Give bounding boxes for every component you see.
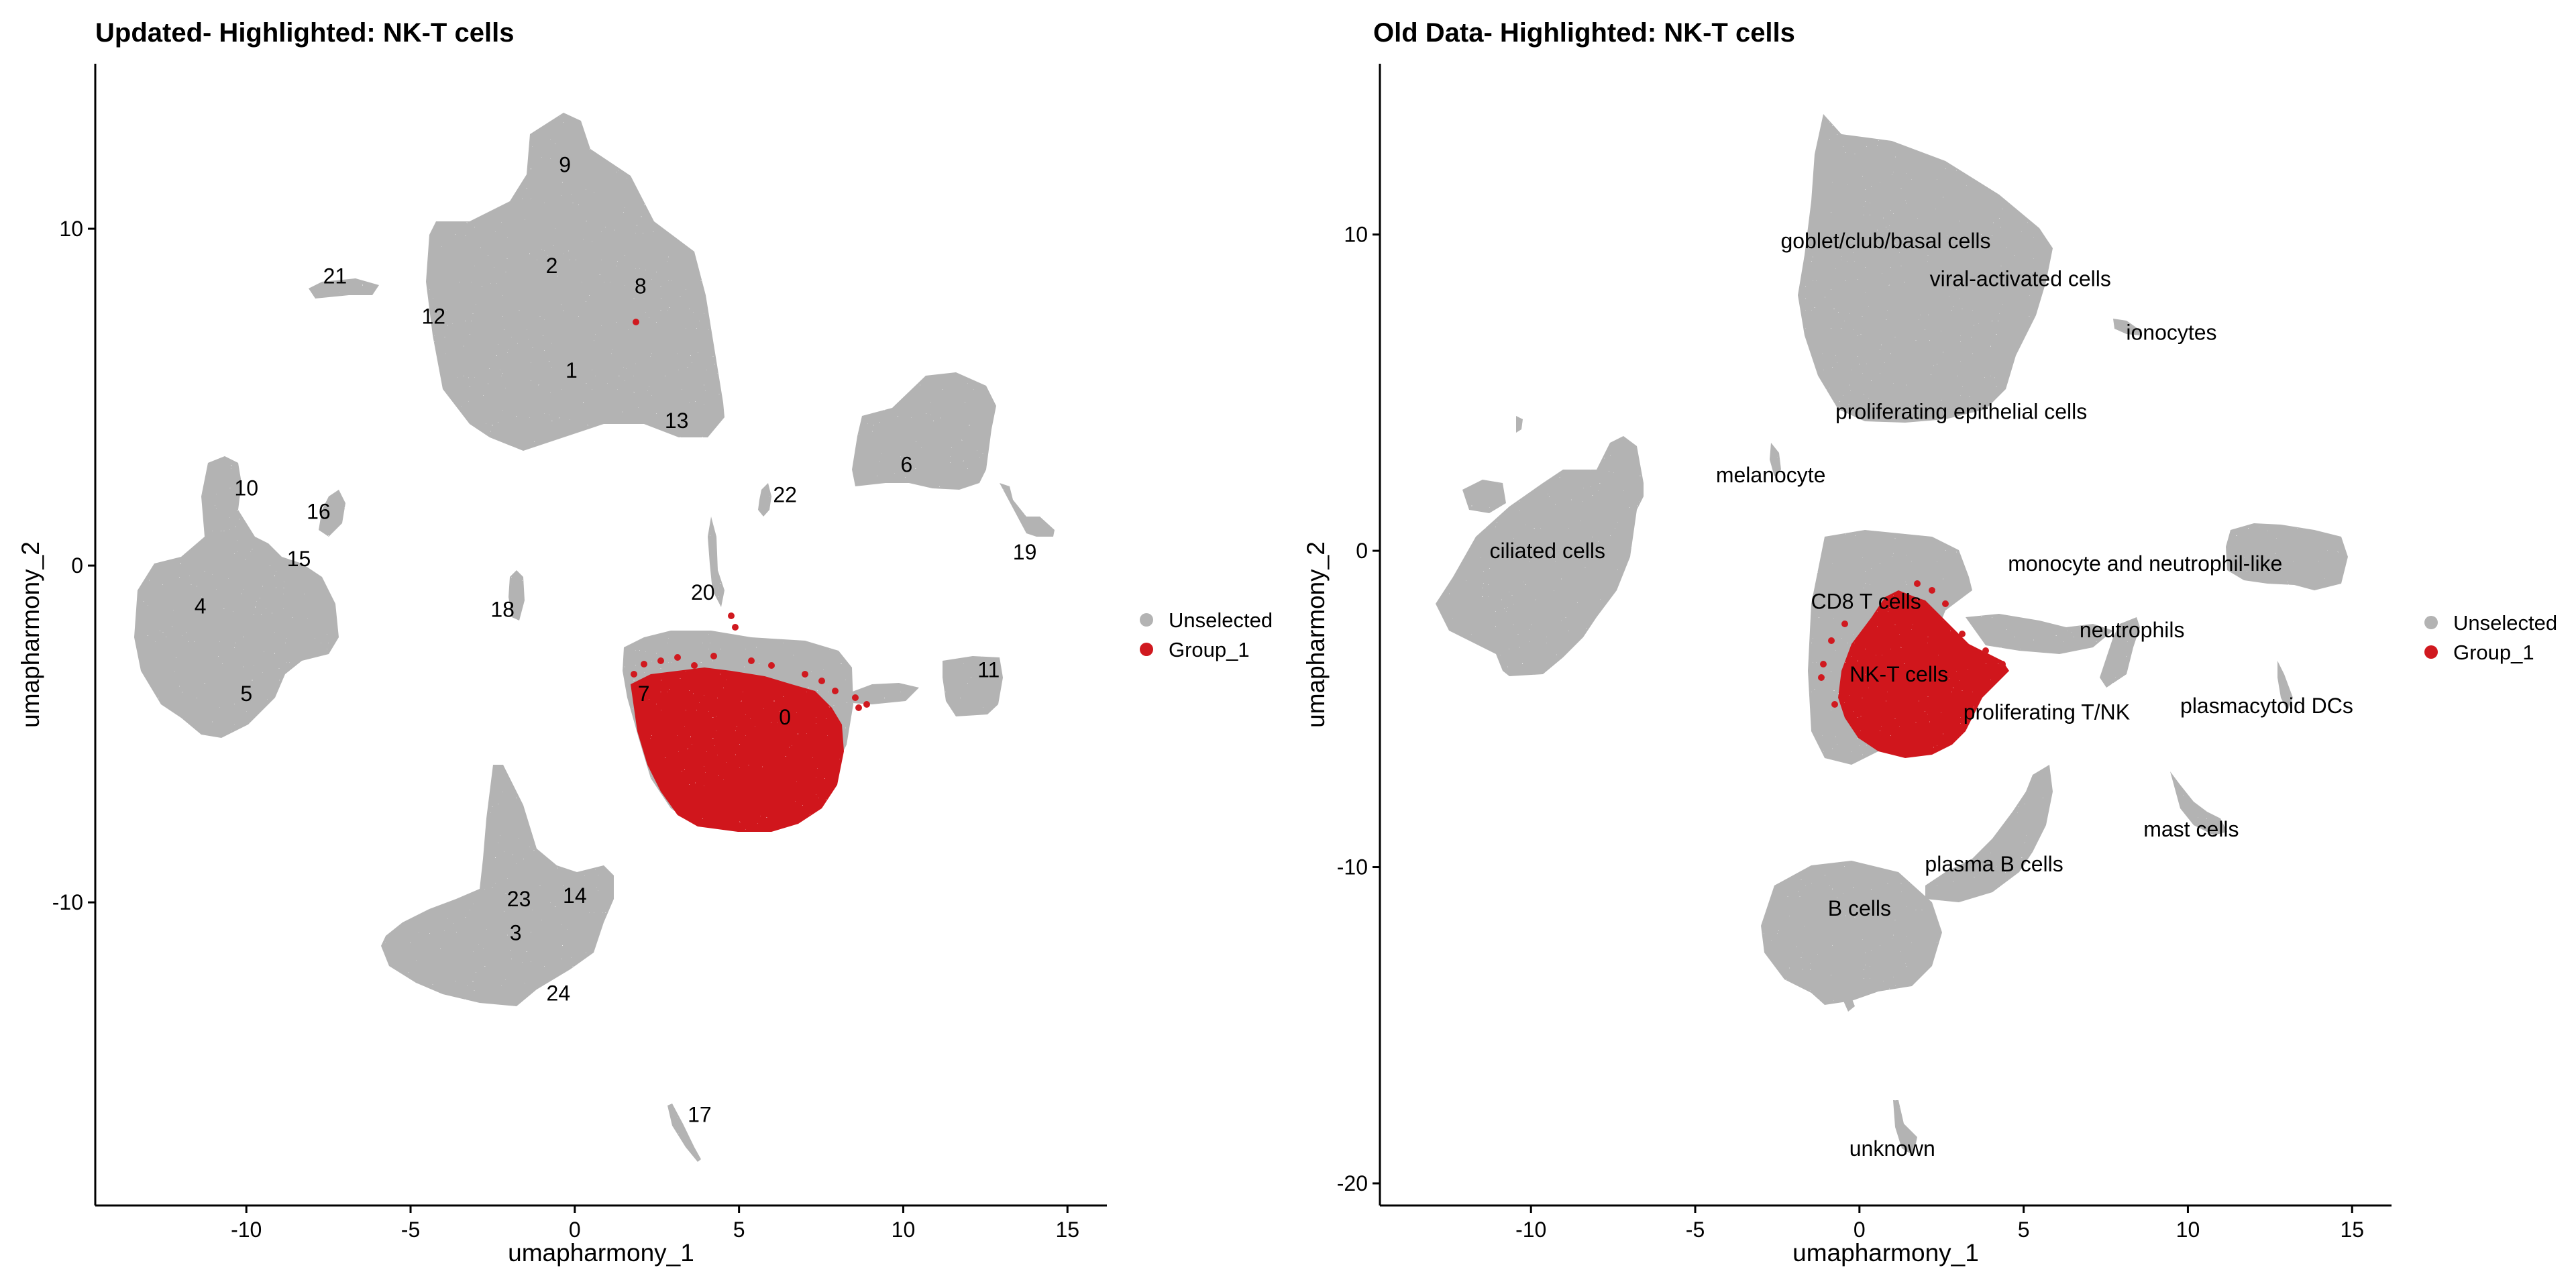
- cluster-label: 6: [900, 452, 912, 476]
- y-axis-ticks: -20 -10 0 10: [1337, 223, 1380, 1195]
- axis-lines: [1379, 64, 2392, 1207]
- cluster-label: 23: [507, 887, 531, 911]
- cluster-label: 16: [307, 500, 331, 524]
- y-tick-label: -10: [52, 890, 83, 914]
- cluster-label: 13: [665, 409, 689, 433]
- cluster-label: 20: [691, 580, 715, 604]
- cluster-label: 9: [559, 153, 571, 177]
- plot-title: Old Data- Highlighted: NK-T cells: [1373, 18, 1795, 48]
- y-tick-label: -20: [1337, 1171, 1368, 1195]
- x-tick-label: -5: [401, 1218, 420, 1242]
- legend: Unselected Group_1: [1140, 608, 1273, 661]
- cluster-label: 19: [1013, 540, 1037, 564]
- cluster-label: CD8 T cells: [1811, 589, 1921, 613]
- y-axis-label: umapharmony_2: [17, 541, 44, 728]
- cluster-label: 11: [977, 658, 1000, 682]
- cluster-label: 21: [323, 264, 347, 288]
- legend: Unselected Group_1: [2424, 611, 2557, 664]
- cluster-label: 7: [638, 682, 650, 706]
- cell-cloud-unselected: [134, 113, 1055, 1162]
- legend-swatch-group1: [2424, 645, 2438, 659]
- cluster-label: 4: [195, 594, 207, 618]
- legend-item-group1: Group_1: [1140, 638, 1250, 661]
- x-tick-label: 15: [1055, 1218, 1079, 1242]
- cluster-label: monocyte and neutrophil-like: [2008, 551, 2282, 576]
- cluster-label: mast cells: [2143, 817, 2239, 841]
- legend-item-group1: Group_1: [2424, 641, 2534, 664]
- cluster-label: 8: [635, 274, 647, 298]
- panel-updated: Updated- Highlighted: NK-T cells: [17, 18, 1273, 1267]
- x-axis-label: umapharmony_1: [1792, 1239, 1979, 1267]
- cluster-label: 0: [779, 705, 791, 729]
- panel-old-data: Old Data- Highlighted: NK-T cells: [1302, 18, 2557, 1267]
- cluster-label: 1: [566, 358, 578, 382]
- legend-item-unselected: Unselected: [2424, 611, 2557, 635]
- x-axis-label: umapharmony_1: [508, 1239, 694, 1267]
- x-tick-label: 10: [2176, 1218, 2200, 1242]
- cluster-label: 2: [546, 254, 558, 278]
- legend-swatch-group1: [1140, 643, 1153, 656]
- cluster-label: 3: [510, 920, 522, 945]
- y-tick-label: 10: [1344, 223, 1368, 247]
- x-axis-ticks: -10 -5 0 5 10 15: [1515, 1205, 2364, 1242]
- axis-lines: [94, 64, 1107, 1207]
- x-tick-label: -10: [1515, 1218, 1546, 1242]
- group1-outlier-dots: [1818, 580, 2006, 708]
- y-tick-label: 0: [71, 553, 83, 578]
- cluster-label: plasma B cells: [1925, 852, 2063, 876]
- legend-label-unselected: Unselected: [1169, 608, 1273, 632]
- legend-swatch-unselected: [2424, 616, 2438, 629]
- x-tick-label: -10: [231, 1218, 262, 1242]
- y-axis-label: umapharmony_2: [1302, 541, 1330, 728]
- cluster-label: melanocyte: [1716, 463, 1826, 487]
- cluster-label: proliferating T/NK: [1964, 700, 2130, 724]
- cluster-label: NK-T cells: [1849, 662, 1948, 686]
- legend-label-group1: Group_1: [2453, 641, 2534, 664]
- x-tick-label: -5: [1686, 1218, 1705, 1242]
- cluster-label: 5: [240, 682, 252, 706]
- cluster-label: 12: [422, 305, 446, 329]
- cluster-label: plasmacytoid DCs: [2180, 694, 2353, 718]
- cluster-label: 14: [563, 883, 587, 908]
- y-tick-label: 0: [1356, 539, 1368, 563]
- legend-label-unselected: Unselected: [2453, 611, 2557, 635]
- cluster-label: ionocytes: [2126, 321, 2216, 345]
- cluster-label: 24: [547, 981, 571, 1006]
- x-tick-label: 0: [1854, 1218, 1866, 1242]
- x-tick-label: 0: [569, 1218, 581, 1242]
- plot-title: Updated- Highlighted: NK-T cells: [95, 18, 514, 48]
- cell-cloud-group1: [1838, 590, 2009, 758]
- x-tick-label: 5: [2018, 1218, 2030, 1242]
- cluster-label: 18: [490, 597, 515, 621]
- cluster-labels: 9 2 8 21 12 1 13 22 6 10 16 15 19 4 20 18 11 5 7 0 14 23 3 24 17: [195, 153, 1037, 1127]
- cluster-label: 22: [773, 483, 797, 507]
- legend-label-group1: Group_1: [1169, 638, 1250, 661]
- cluster-label: unknown: [1849, 1136, 1935, 1161]
- y-tick-label: -10: [1337, 855, 1368, 879]
- cluster-label: 10: [234, 476, 258, 500]
- legend-item-unselected: Unselected: [1140, 608, 1273, 632]
- x-tick-label: 15: [2340, 1218, 2364, 1242]
- group1-outlier-dots: [631, 319, 870, 711]
- cluster-label: viral-activated cells: [1930, 267, 2111, 291]
- cluster-label: 15: [287, 547, 311, 571]
- cluster-label: proliferating epithelial cells: [1835, 400, 2087, 424]
- cluster-label: ciliated cells: [1489, 539, 1605, 563]
- cluster-labels: goblet/club/basal cells viral-activated c…: [1489, 229, 2353, 1161]
- y-axis-ticks: -10 0 10: [52, 217, 95, 914]
- y-tick-label: 10: [59, 217, 83, 241]
- cluster-label: neutrophils: [2080, 618, 2185, 642]
- x-axis-ticks: -10 -5 0 5 10 15: [231, 1205, 1079, 1242]
- cluster-label: B cells: [1828, 896, 1891, 920]
- cell-cloud-group1: [631, 667, 844, 832]
- legend-swatch-unselected: [1140, 613, 1153, 627]
- x-tick-label: 5: [733, 1218, 745, 1242]
- x-tick-label: 10: [892, 1218, 916, 1242]
- cluster-label: goblet/club/basal cells: [1780, 229, 1990, 253]
- cluster-label: 17: [688, 1102, 712, 1126]
